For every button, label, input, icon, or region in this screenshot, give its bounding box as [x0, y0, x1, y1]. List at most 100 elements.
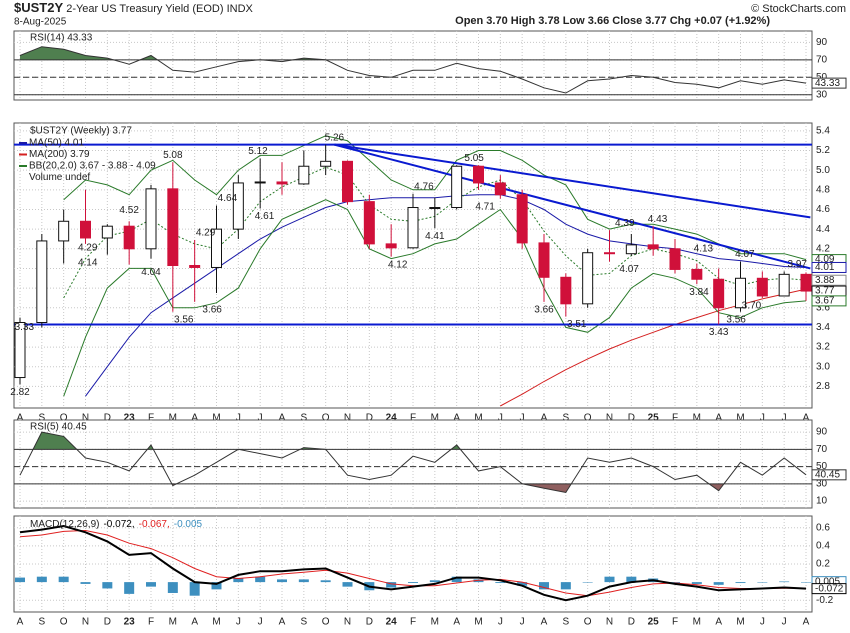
- histogram-bar: [146, 582, 156, 587]
- histogram-bar: [757, 582, 768, 583]
- y-tick-label: 0.2: [816, 559, 830, 570]
- price-annotation: 3.97: [788, 259, 808, 270]
- y-tick-label: 3.0: [816, 361, 830, 372]
- rsi-line: [19, 46, 807, 94]
- x-tick-label: J: [760, 617, 765, 628]
- price-annotation: 5.05: [464, 153, 484, 164]
- title-part: MACD(12,26,9): [30, 519, 99, 530]
- legend-label: MA(200) 3.79: [29, 149, 90, 160]
- candle-body: [713, 278, 725, 309]
- panel-title: RSI(5) 40.45: [30, 422, 87, 433]
- candle-body: [189, 265, 201, 268]
- y-tick-label: 5.4: [816, 126, 830, 137]
- price-annotation: 4.61: [255, 211, 275, 222]
- x-tick-label: J: [258, 413, 263, 424]
- x-tick-label: A: [17, 617, 24, 628]
- x-tick-label: O: [60, 413, 68, 424]
- x-tick-label: M: [474, 617, 482, 628]
- moving-average: [500, 288, 807, 407]
- candle-body: [385, 243, 397, 249]
- x-tick-label: F: [672, 617, 678, 628]
- x-tick-label: M: [169, 413, 177, 424]
- y-tick-label: 3.6: [816, 302, 830, 313]
- candle-body: [254, 181, 266, 184]
- histogram-bar: [451, 576, 462, 583]
- x-tick-label: O: [322, 413, 330, 424]
- candle-body: [647, 244, 659, 250]
- candle-body: [800, 273, 812, 292]
- x-tick-label: D: [366, 413, 373, 424]
- price-annotation: 5.08: [163, 150, 183, 161]
- x-tick-label: N: [344, 617, 351, 628]
- panel-title: $UST2Y (Weekly) 3.77: [30, 126, 132, 137]
- histogram-bar: [320, 580, 331, 583]
- price-annotation: 4.12: [388, 259, 408, 270]
- value-tag: [811, 295, 847, 307]
- y-tick-label: 10: [816, 496, 828, 507]
- x-tick-label: M: [431, 617, 439, 628]
- histogram-bar: [604, 576, 615, 583]
- price-annotation: 3.51: [567, 319, 587, 330]
- candle-body: [756, 277, 768, 297]
- panel-frame: [13, 30, 813, 101]
- overbought-fill: [20, 46, 806, 60]
- security-name: 2-Year US Treasury Yield (EOD): [66, 3, 223, 15]
- candle-body: [582, 252, 594, 305]
- x-tick-label: A: [803, 413, 810, 424]
- y-tick-label: 90: [816, 37, 828, 48]
- y-tick-label: 50: [816, 72, 828, 83]
- symbol: $UST2Y: [14, 0, 63, 15]
- y-tick-label: 3.2: [816, 342, 830, 353]
- y-tick-label: 4.8: [816, 184, 830, 195]
- candle-body: [342, 160, 353, 203]
- credit: © StockCharts.com: [751, 3, 846, 15]
- candle-body: [320, 160, 332, 167]
- candle-body: [80, 220, 91, 239]
- histogram-bar: [124, 582, 135, 594]
- candle-body: [167, 188, 179, 267]
- bollinger-upper: [63, 135, 807, 261]
- trend-line: [334, 143, 811, 270]
- histogram-bar: [408, 582, 418, 584]
- candle-body: [691, 268, 703, 280]
- price-annotation: 3.33: [15, 322, 35, 333]
- bollinger-lower: [63, 199, 807, 397]
- title-part: -0.072,: [103, 519, 134, 530]
- histogram-bar: [80, 582, 91, 584]
- candle-body: [494, 182, 506, 196]
- histogram-bar: [801, 582, 811, 583]
- x-tick-label: N: [82, 617, 89, 628]
- x-tick-label: N: [82, 413, 89, 424]
- exchange: INDX: [227, 3, 254, 15]
- y-tick-label: 4.6: [816, 204, 830, 215]
- x-tick-label: A: [191, 617, 198, 628]
- x-tick-label: S: [562, 413, 569, 424]
- candle-body: [36, 240, 48, 323]
- legend-label: BB(20,2.0) 3.67 - 3.88 - 4.09: [29, 161, 156, 172]
- x-tick-label: J: [236, 617, 241, 628]
- histogram-bar: [626, 576, 637, 583]
- x-tick-label: M: [169, 617, 177, 628]
- y-tick-label: 50: [816, 461, 828, 472]
- x-tick-label: J: [498, 413, 503, 424]
- price-annotation: 5.12: [248, 146, 268, 157]
- price-annotation: 4.41: [425, 231, 445, 242]
- x-tick-label: F: [148, 413, 154, 424]
- x-tick-label: S: [38, 413, 45, 424]
- value-tag-label: 4.01: [815, 262, 835, 273]
- y-tick-label: 2.8: [816, 381, 830, 392]
- candle-body: [407, 207, 419, 249]
- y-tick-label: 0.4: [816, 541, 830, 552]
- price-annotation: 4.52: [119, 205, 139, 216]
- price-annotation: 3.66: [202, 305, 222, 316]
- y-tick-label: 4.2: [816, 243, 830, 254]
- x-tick-label: M: [431, 413, 439, 424]
- y-tick-label: 5.2: [816, 145, 830, 156]
- candle-body: [232, 182, 244, 230]
- chart-header: $UST2Y 2-Year US Treasury Yield (EOD) IN…: [14, 0, 254, 15]
- price-annotation: 4.29: [78, 243, 98, 254]
- candle-body: [211, 228, 222, 268]
- histogram-bar: [517, 582, 528, 586]
- rsi-line: [19, 431, 807, 494]
- x-tick-label: 25: [648, 617, 660, 628]
